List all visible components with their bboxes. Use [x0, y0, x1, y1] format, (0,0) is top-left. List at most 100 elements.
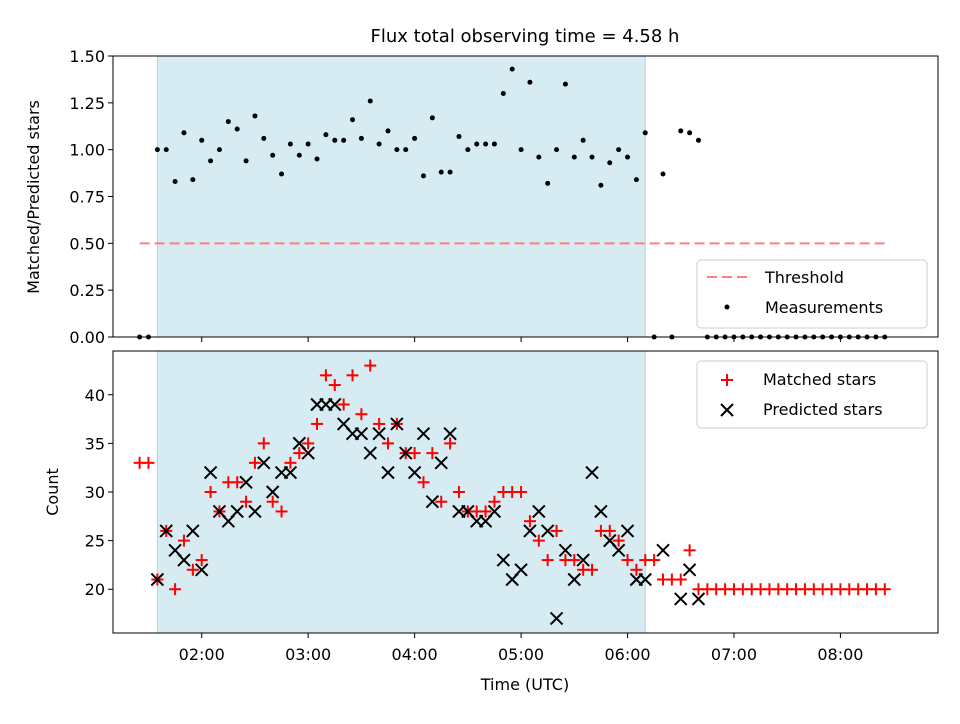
matched-star-point	[541, 554, 554, 567]
matched-star-point	[648, 554, 661, 567]
measurement-point	[314, 156, 320, 162]
predicted-star-point	[532, 504, 546, 519]
measurement-point	[456, 134, 462, 140]
predicted-star-point	[399, 446, 413, 460]
top-y-tick-label: 0.00	[69, 328, 105, 347]
predicted-star-point	[576, 553, 590, 567]
predicted-star-point	[265, 485, 280, 499]
measurement-point	[172, 179, 178, 185]
measurement-point	[376, 141, 382, 147]
matched-star-point	[417, 476, 430, 489]
predicted-star-point	[611, 543, 626, 558]
matched-star-point	[284, 456, 297, 469]
measurement-point	[350, 117, 356, 123]
predicted-stars-series	[150, 397, 706, 626]
measurement-point	[660, 171, 666, 177]
matched-star-point	[204, 486, 217, 498]
measurement-point	[243, 158, 249, 164]
measurement-point	[270, 152, 276, 158]
predicted-star-point	[487, 504, 502, 519]
measurement-point	[420, 173, 426, 179]
measurement-point	[491, 141, 497, 147]
measurement-point	[412, 135, 418, 141]
matched-star-point	[630, 563, 643, 576]
matched-star-point	[311, 417, 324, 430]
predicted-star-point	[381, 465, 395, 480]
measurement-point	[642, 130, 648, 136]
measurement-point	[500, 90, 506, 96]
measurement-point	[261, 135, 267, 141]
bottom-y-tick-label: 20	[85, 580, 105, 599]
matched-star-point	[435, 495, 448, 508]
predicted-star-point	[407, 465, 422, 480]
measurement-point	[323, 132, 329, 138]
matched-star-point	[337, 398, 350, 411]
bottom-x-axis-label: Time (UTC)	[480, 675, 569, 694]
predicted-star-point	[328, 397, 342, 412]
predicted-star-point	[496, 553, 511, 567]
measurement-point	[625, 154, 631, 160]
measurement-point	[199, 137, 205, 143]
measurement-point	[279, 171, 285, 177]
matched-star-point	[603, 524, 616, 537]
predicted-star-point	[203, 465, 218, 480]
measurement-point	[589, 154, 595, 160]
matched-star-point	[328, 379, 341, 392]
bottom-x-axis: 02:00 03:00 04:00 05:00 06:00 07:00 08:00	[179, 633, 863, 664]
bottom-x-tick-label: 03:00	[285, 645, 331, 664]
measurement-point	[545, 180, 551, 186]
bottom-x-tick-label: 08:00	[817, 645, 863, 664]
matched-star-point	[293, 447, 306, 460]
predicted-star-point	[248, 504, 262, 519]
measurement-point	[190, 177, 196, 183]
matched-stars-series	[133, 359, 891, 596]
measurement-point	[571, 154, 577, 160]
matched-star-point	[683, 544, 696, 557]
top-panel: Flux total observing time = 4.58 h 0.000…	[24, 26, 939, 347]
matched-star-point	[621, 554, 634, 567]
measurement-point	[305, 141, 311, 147]
predicted-star-point	[691, 592, 706, 606]
matched-star-point	[382, 437, 394, 450]
bottom-x-tick-label: 04:00	[392, 645, 438, 664]
top-y-tick-label: 0.25	[69, 281, 105, 300]
measurements-series	[137, 66, 888, 340]
matched-star-point	[302, 437, 315, 450]
measurement-point	[518, 147, 524, 153]
matched-star-point	[319, 369, 332, 382]
predicted-star-point	[567, 572, 581, 587]
top-y-tick-label: 0.75	[69, 188, 105, 207]
bottom-axes-frame	[112, 350, 939, 634]
matched-star-point	[169, 583, 182, 596]
top-y-tick-label: 0.50	[69, 234, 105, 253]
bottom-x-tick-label: 06:00	[604, 645, 650, 664]
top-legend: Threshold Measurements	[696, 259, 928, 329]
predicted-star-point	[594, 504, 608, 519]
predicted-star-point	[301, 446, 315, 460]
predicted-star-point	[230, 504, 244, 519]
predicted-star-point	[150, 572, 165, 587]
measurement-point	[580, 137, 586, 143]
bottom-panel: 20 25 30 35 40 02:00 03:00 04:00 05:00 06:00 07:0…	[43, 350, 939, 694]
bottom-y-tick-label: 25	[85, 532, 105, 551]
measurement-point	[296, 152, 302, 158]
predicted-legend-label: Predicted stars	[763, 400, 883, 419]
predicted-star-point	[585, 465, 599, 480]
measurement-point	[287, 141, 293, 147]
predicted-star-point	[425, 495, 440, 509]
bottom-legend: Matched stars Predicted stars	[696, 360, 928, 429]
predicted-star-point	[186, 524, 200, 538]
measurement-point	[678, 128, 684, 134]
measurement-point	[562, 81, 568, 87]
top-axes-frame	[112, 55, 939, 338]
predicted-star-point	[239, 475, 253, 489]
matched-star-point	[523, 515, 536, 528]
measurement-point	[154, 147, 160, 153]
bottom-x-tick-label: 07:00	[711, 645, 757, 664]
matched-star-point	[479, 505, 492, 518]
matched-star-point	[275, 505, 288, 518]
predicted-star-point	[372, 426, 386, 441]
matched-star-point	[515, 486, 528, 498]
measurement-point	[616, 147, 622, 153]
